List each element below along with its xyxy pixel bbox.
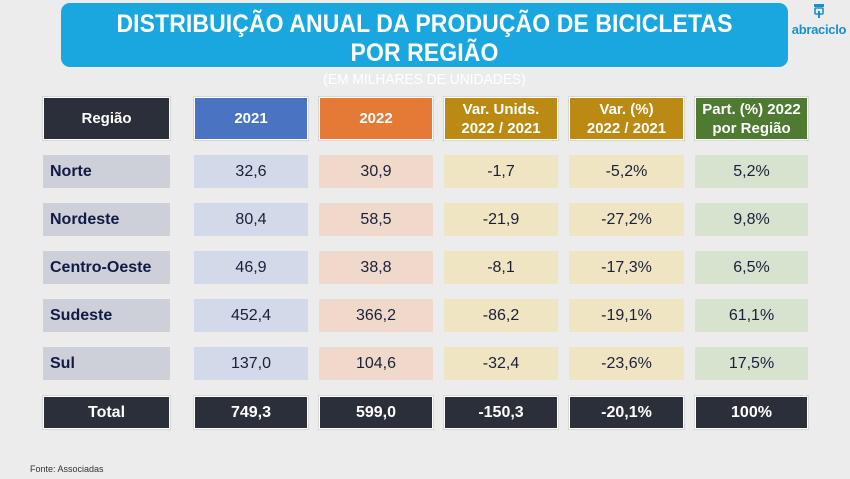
header-line1: Var. (%) <box>599 100 654 118</box>
cell-var-pct: -5,2% <box>569 155 684 188</box>
header-line2: 2022 / 2021 <box>586 119 667 137</box>
header-var-pct: Var. (%) 2022 / 2021 <box>569 97 684 140</box>
cell-part-pct: 5,2% <box>695 155 808 188</box>
cell-part-pct: 61,1% <box>695 299 808 332</box>
title-banner: DISTRIBUIÇÃO ANUAL DA PRODUÇÃO DE BICICL… <box>61 3 788 88</box>
cell-regiao: Sudeste <box>43 299 170 332</box>
cell-2021: 32,6 <box>194 155 308 188</box>
header-line1: 2022 <box>359 110 393 127</box>
cell-2021: 80,4 <box>194 203 308 236</box>
header-2021: 2021 <box>194 97 308 140</box>
total-regiao: Total <box>43 396 170 429</box>
chart-subtitle: (EM MILHARES DE UNIDADES) <box>323 71 526 88</box>
cell-var-unids: -21,9 <box>444 203 558 236</box>
cell-regiao: Nordeste <box>43 203 170 236</box>
cell-regiao: Norte <box>43 155 170 188</box>
cell-part-pct: 6,5% <box>695 251 808 284</box>
header-line2: 2022 / 2021 <box>461 119 541 137</box>
cell-2022: 104,6 <box>319 347 433 380</box>
header-part-pct: Part. (%) 2022 por Região <box>695 97 808 140</box>
total-2021: 749,3 <box>194 396 308 429</box>
abraciclo-logo: abraciclo <box>790 3 848 37</box>
cell-2021: 452,4 <box>194 299 308 332</box>
cell-var-pct: -27,2% <box>569 203 684 236</box>
cell-2022: 366,2 <box>319 299 433 332</box>
cell-part-pct: 17,5% <box>695 347 808 380</box>
chart-title: DISTRIBUIÇÃO ANUAL DA PRODUÇÃO DE BICICL… <box>116 10 733 67</box>
cell-var-unids: -32,4 <box>444 347 558 380</box>
cell-2022: 58,5 <box>319 203 433 236</box>
cell-2021: 137,0 <box>194 347 308 380</box>
cell-2022: 38,8 <box>319 251 433 284</box>
cell-var-unids: -1,7 <box>444 155 558 188</box>
cell-part-pct: 9,8% <box>695 203 808 236</box>
header-line1: 2021 <box>234 110 268 127</box>
header-line1: Var. Unids. <box>462 100 540 118</box>
logo-text: abraciclo <box>791 22 847 37</box>
cell-2022: 30,9 <box>319 155 433 188</box>
cell-var-pct: -19,1% <box>569 299 684 332</box>
header-line1: Região <box>81 110 132 127</box>
total-2022: 599,0 <box>319 396 433 429</box>
cell-regiao: Sul <box>43 347 170 380</box>
total-var-pct: -20,1% <box>569 396 684 429</box>
logo-icon <box>814 4 824 18</box>
total-part-pct: 100% <box>695 396 808 429</box>
cell-var-pct: -23,6% <box>569 347 684 380</box>
cell-var-unids: -8,1 <box>444 251 558 284</box>
cell-2021: 46,9 <box>194 251 308 284</box>
header-line2: por Região <box>712 119 791 137</box>
cell-regiao: Centro-Oeste <box>43 251 170 284</box>
header-2022: 2022 <box>319 97 433 140</box>
total-var-unids: -150,3 <box>444 396 558 429</box>
cell-var-pct: -17,3% <box>569 251 684 284</box>
source-note: Fonte: Associadas <box>30 464 104 474</box>
cell-var-unids: -86,2 <box>444 299 558 332</box>
header-line1: Part. (%) 2022 <box>702 100 801 118</box>
header-regiao: Região <box>43 97 170 140</box>
header-var-unids: Var. Unids. 2022 / 2021 <box>444 97 558 140</box>
